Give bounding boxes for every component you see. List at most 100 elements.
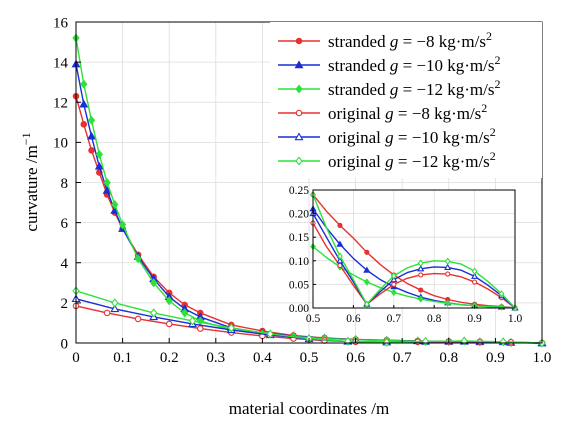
legend-swatch-marker <box>295 37 303 45</box>
inset-ticks: 0.5 0.6 0.7 0.8 0.9 1.0 0.00 0.05 0.10 0.15 0.20 0.… <box>289 185 523 325</box>
inset-background <box>313 190 515 308</box>
data-point <box>118 220 127 230</box>
data-point <box>499 337 507 347</box>
legend-label-exponent: 2 <box>490 149 496 163</box>
legend-label: stranded g = −12 kg·m/s2 <box>328 77 501 99</box>
legend-label-value: = −10 kg·m/s <box>394 128 490 147</box>
data-point <box>336 257 344 264</box>
data-point <box>134 254 142 264</box>
data-point <box>390 288 397 297</box>
legend-item: original g = −10 kg·m/s2 <box>278 125 496 147</box>
data-point <box>111 298 119 308</box>
y-axis-title: curvature /m−1 <box>19 132 41 231</box>
data-point <box>188 316 197 326</box>
data-point <box>383 337 391 347</box>
legend-label-prefix: stranded <box>328 80 390 99</box>
y-tick-label: 0.20 <box>289 209 309 221</box>
data-point <box>181 308 189 318</box>
data-point <box>337 252 343 260</box>
data-point <box>363 278 370 286</box>
data-point <box>363 266 371 273</box>
legend-label: stranded g = −8 kg·m/s2 <box>328 29 492 51</box>
legend-box <box>270 22 542 178</box>
data-point <box>150 308 158 318</box>
legend-label-value: = −8 kg·m/s <box>398 32 486 51</box>
legend-label-prefix: stranded <box>328 32 390 51</box>
data-point <box>444 263 452 270</box>
data-point <box>498 290 505 298</box>
inset-plot-frame <box>312 189 516 309</box>
x-tick-label: 0.3 <box>206 350 225 366</box>
legend-item: stranded g = −8 kg·m/s2 <box>278 29 492 51</box>
legend-swatch-marker <box>295 109 303 117</box>
y-tick-label: 0.15 <box>289 232 309 244</box>
inset-series <box>309 191 519 312</box>
legend-label-symbol: g <box>390 32 399 51</box>
data-point <box>472 279 478 285</box>
x-tick-label: 0.7 <box>387 313 402 325</box>
y-tick-label: 14 <box>53 55 69 71</box>
data-point <box>150 278 158 288</box>
x-tick-label: 0.5 <box>306 313 321 325</box>
data-point <box>266 329 274 339</box>
x-tick-label: 1.0 <box>508 313 523 325</box>
legend-label-value: = −8 kg·m/s <box>394 104 482 123</box>
y-axis-title-group: curvature /m−1 <box>19 132 41 231</box>
x-tick-label: 0.2 <box>160 350 179 366</box>
x-axis-title: material coordinates /m <box>229 399 390 418</box>
y-tick-label: 0.05 <box>289 279 309 291</box>
x-tick-label: 0.1 <box>113 350 132 366</box>
series-line <box>312 222 516 309</box>
data-point <box>110 304 120 313</box>
y-tick-label: 8 <box>61 176 69 192</box>
legend-label-exponent: 2 <box>486 29 492 43</box>
data-point <box>418 272 424 278</box>
data-point <box>134 315 142 323</box>
data-point <box>87 115 96 125</box>
data-point <box>102 185 112 194</box>
legend-label-exponent: 2 <box>495 77 501 91</box>
legend-label-symbol: g <box>385 128 394 147</box>
legend-label-exponent: 2 <box>495 53 501 67</box>
data-point <box>363 300 370 308</box>
x-tick-label: 0.7 <box>393 350 412 366</box>
legend-label-prefix: original <box>328 104 385 123</box>
series-line <box>312 213 516 309</box>
data-point <box>95 149 103 159</box>
legend-label-value: = −12 kg·m/s <box>394 152 490 171</box>
data-point <box>87 131 96 140</box>
x-tick-label: 1.0 <box>533 350 552 366</box>
series-line <box>312 194 516 309</box>
legend-label-exponent: 2 <box>490 125 496 139</box>
data-point <box>336 240 344 247</box>
x-tick-label: 0.4 <box>253 350 272 366</box>
x-tick-label: 0.9 <box>467 313 482 325</box>
legend-label-symbol: g <box>390 80 399 99</box>
x-tick-label: 0.6 <box>346 313 361 325</box>
y-tick-label: 6 <box>61 216 69 232</box>
legend-label: stranded g = −10 kg·m/s2 <box>328 53 501 75</box>
legend-item: stranded g = −12 kg·m/s2 <box>278 77 501 99</box>
x-tick-label: 0.8 <box>439 350 458 366</box>
data-point <box>165 296 173 306</box>
y-axis-title-main: curvature /m <box>22 145 41 231</box>
legend-label-prefix: original <box>328 152 385 171</box>
data-point <box>444 257 451 265</box>
y-tick-label: 2 <box>61 296 69 312</box>
data-point <box>103 309 111 317</box>
legend-label: original g = −12 kg·m/s2 <box>328 149 496 171</box>
legend-swatch-marker <box>295 156 303 166</box>
x-tick-label: 0.8 <box>427 313 442 325</box>
y-tick-label: 10 <box>53 136 68 152</box>
legend-item: original g = −8 kg·m/s2 <box>278 101 487 123</box>
data-point <box>391 281 397 287</box>
legend-swatch-marker <box>295 84 303 94</box>
main-series <box>71 33 547 348</box>
legend-item: stranded g = −10 kg·m/s2 <box>278 53 501 75</box>
data-point <box>79 99 89 108</box>
legend-label-exponent: 2 <box>481 101 487 115</box>
data-point <box>418 287 424 293</box>
x-tick-label: 0 <box>72 350 80 366</box>
